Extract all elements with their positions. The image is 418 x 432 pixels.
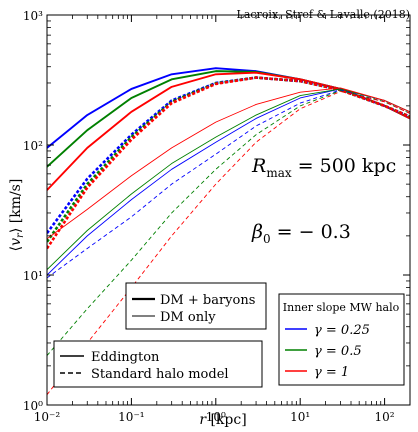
legend-components: DM + baryons DM only [125, 282, 267, 330]
legend-components-frame [125, 282, 267, 330]
series-line-gamma-1-dm-only-eddington [47, 87, 410, 240]
x-tick-label: 10⁻² [34, 410, 61, 424]
x-tick-label: 10² [375, 410, 395, 424]
series-line-gamma-1-dm-baryons-shm [47, 76, 410, 250]
series-line-gamma-1-dm-only-shm [47, 91, 410, 395]
plot-area: 10⁻² 10⁻¹ 10⁰ 10¹ 10² 10⁰ 10¹ 10² 10³ [23, 9, 411, 424]
legend-gamma-025-label: γ = 0.25 [314, 323, 370, 338]
series-line-gamma-05-dm-baryons-eddington [47, 70, 410, 168]
annotation-beta: β0 = − 0.3 [251, 221, 351, 246]
svg-text:r [kpc]: r [kpc] [199, 412, 246, 428]
legend-slope: Inner slope MW halo γ = 0.25 γ = 0.5 γ =… [278, 293, 405, 386]
legend-slope-title: Inner slope MW halo [283, 301, 400, 314]
series-line-gamma-025-dm-only-shm [47, 89, 410, 279]
y-tick-label: 10³ [23, 9, 43, 23]
legend-dm-only-label: DM only [160, 310, 216, 325]
y-tick-label: 10⁰ [23, 399, 43, 413]
x-tick-label: 10¹ [290, 410, 310, 424]
x-axis-title: r [kpc] [199, 412, 246, 428]
plot-frame [46, 14, 411, 406]
legend-gamma-05-label: γ = 0.5 [314, 344, 362, 359]
svg-text:⟨vr⟩ [km/s]: ⟨vr⟩ [km/s] [8, 179, 26, 252]
x-tick-label: 10⁻¹ [118, 410, 144, 424]
chart-credit: Lacroix, Stref & Lavalle (2018) [237, 8, 410, 21]
legend-method: Eddington Standard halo model [53, 340, 263, 388]
series-line-gamma-05-dm-only-eddington [47, 88, 410, 270]
legend-shm-label: Standard halo model [91, 367, 229, 382]
annotation-rmax: Rmax = 500 kpc [251, 155, 396, 180]
y-axis-title: ⟨vr⟩ [km/s] [8, 179, 26, 252]
y-tick-label: 10² [23, 139, 43, 153]
legend-dm-baryons-label: DM + baryons [160, 293, 255, 308]
legend-eddington-label: Eddington [91, 350, 160, 365]
legend-gamma-1-label: γ = 1 [314, 365, 349, 380]
legend-method-frame [53, 340, 263, 388]
legend-slope-frame [278, 293, 405, 386]
x-tick-label: 10⁰ [206, 410, 226, 424]
series-lines [47, 67, 410, 395]
y-tick-label: 10¹ [23, 269, 43, 283]
